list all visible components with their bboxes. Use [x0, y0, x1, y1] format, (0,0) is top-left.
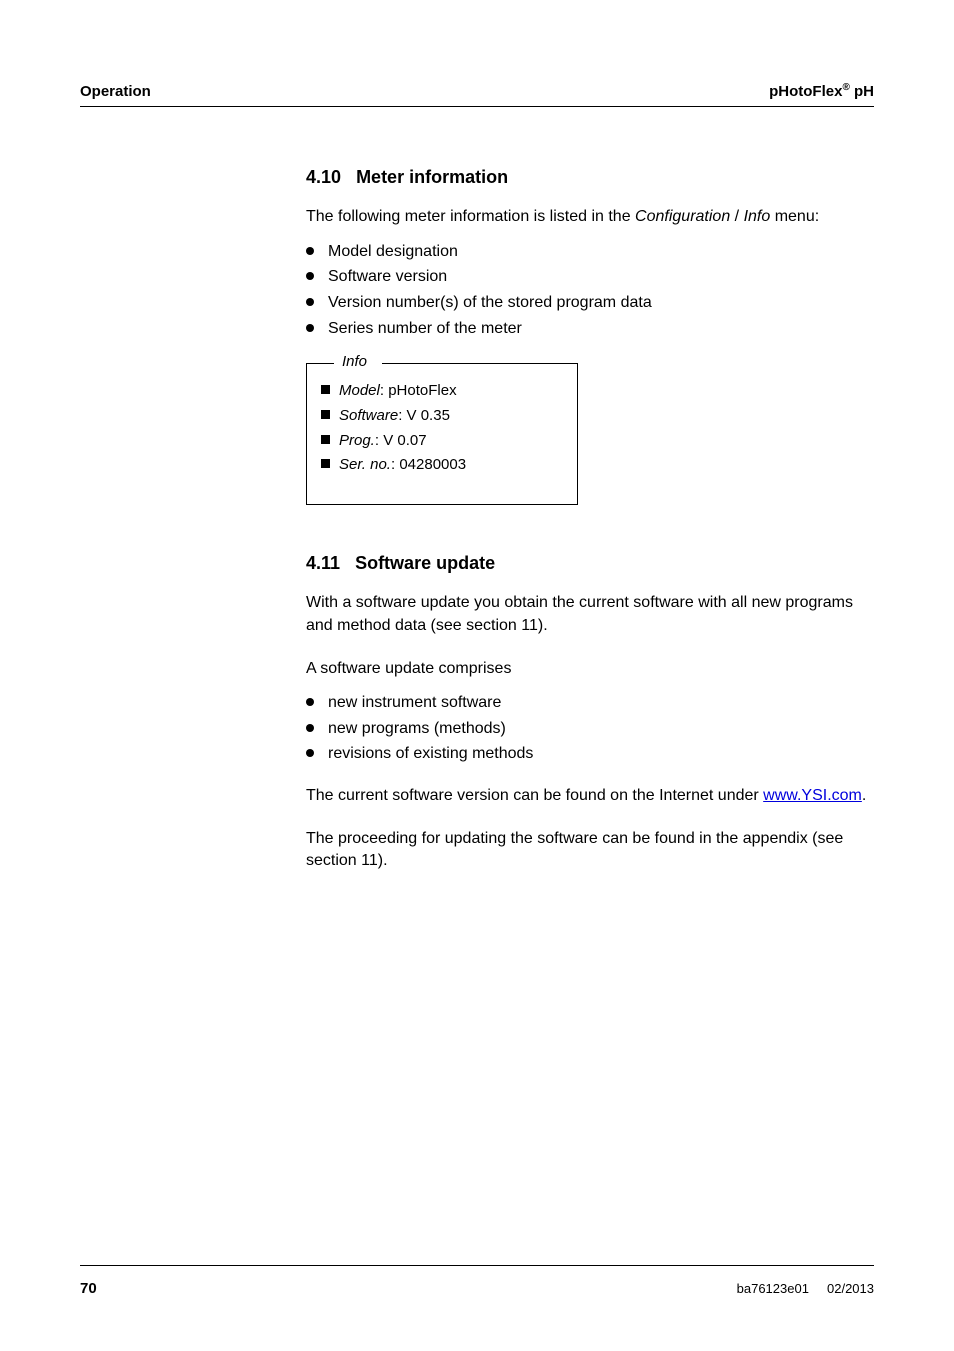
info-panel: Info Model: pHotoFlex Software: V 0.35 P… — [306, 363, 578, 505]
info-label-software: Software — [339, 407, 398, 424]
info-value-prog: V 0.07 — [383, 432, 426, 449]
section-410-intro: The following meter information is liste… — [306, 206, 874, 229]
list-item: Version number(s) of the stored program … — [306, 290, 874, 316]
info-line-prog: Prog.: V 0.07 — [321, 429, 563, 454]
info-sep: : — [398, 407, 406, 424]
footer-rule — [80, 1265, 874, 1266]
info-top-line-right — [382, 363, 578, 364]
registered-mark: ® — [842, 82, 849, 93]
list-item: Series number of the meter — [306, 316, 874, 342]
section-410-bullets: Model designation Software version Versi… — [306, 239, 874, 341]
list-item: new programs (methods) — [306, 716, 874, 742]
section-410-title: 4.10 Meter information — [306, 167, 874, 188]
list-item: Model designation — [306, 239, 874, 265]
ysi-link[interactable]: www.YSI.com — [763, 787, 862, 804]
list-item: new instrument software — [306, 690, 874, 716]
section-411-number: 4.11 — [306, 553, 340, 573]
p3-pre: The current software version can be foun… — [306, 787, 763, 804]
section-411-p2: A software update comprises — [306, 658, 874, 681]
page-number: 70 — [80, 1280, 97, 1297]
info-value-software: V 0.35 — [407, 407, 450, 424]
page-header: Operation pHotoFlex® pH — [80, 82, 874, 100]
doc-id: ba76123e01 — [737, 1281, 809, 1296]
info-line-model: Model: pHotoFlex — [321, 379, 563, 404]
page-footer: 70 ba76123e01 02/2013 — [80, 1265, 874, 1297]
info-panel-body: Model: pHotoFlex Software: V 0.35 Prog.:… — [306, 363, 578, 505]
header-rule — [80, 106, 874, 107]
footer-date: 02/2013 — [827, 1281, 874, 1296]
info-label-prog: Prog. — [339, 432, 375, 449]
product-name-suffix: pH — [850, 83, 874, 100]
section-410-number: 4.10 — [306, 167, 341, 187]
intro-info: Info — [744, 208, 771, 225]
section-410-heading: Meter information — [356, 167, 508, 187]
header-right: pHotoFlex® pH — [769, 82, 874, 100]
info-panel-label: Info — [338, 353, 371, 370]
info-value-serial: 04280003 — [399, 456, 466, 473]
section-411-p4: The proceeding for updating the software… — [306, 828, 874, 873]
info-label-serial: Ser. no. — [339, 456, 391, 473]
info-line-software: Software: V 0.35 — [321, 404, 563, 429]
section-411-bullets: new instrument software new programs (me… — [306, 690, 874, 767]
product-name-prefix: pHotoFlex — [769, 83, 842, 100]
info-value-model: pHotoFlex — [388, 382, 456, 399]
header-left: Operation — [80, 83, 151, 100]
section-411-title: 4.11 Software update — [306, 553, 874, 574]
info-top-line-left — [306, 363, 334, 364]
intro-sep: / — [730, 208, 743, 225]
intro-configuration: Configuration — [635, 208, 730, 225]
section-411-heading: Software update — [355, 553, 495, 573]
list-item: revisions of existing methods — [306, 741, 874, 767]
info-sep: : — [375, 432, 383, 449]
intro-pre: The following meter information is liste… — [306, 208, 635, 225]
section-411-p3: The current software version can be foun… — [306, 785, 874, 808]
list-item: Software version — [306, 264, 874, 290]
info-line-serial: Ser. no.: 04280003 — [321, 453, 563, 478]
main-content: 4.10 Meter information The following met… — [306, 167, 874, 873]
footer-meta: ba76123e01 02/2013 — [737, 1281, 874, 1296]
intro-post: menu: — [770, 208, 819, 225]
info-sep: : — [380, 382, 388, 399]
p3-post: . — [862, 787, 866, 804]
info-label-model: Model — [339, 382, 380, 399]
section-411-p1: With a software update you obtain the cu… — [306, 592, 874, 637]
